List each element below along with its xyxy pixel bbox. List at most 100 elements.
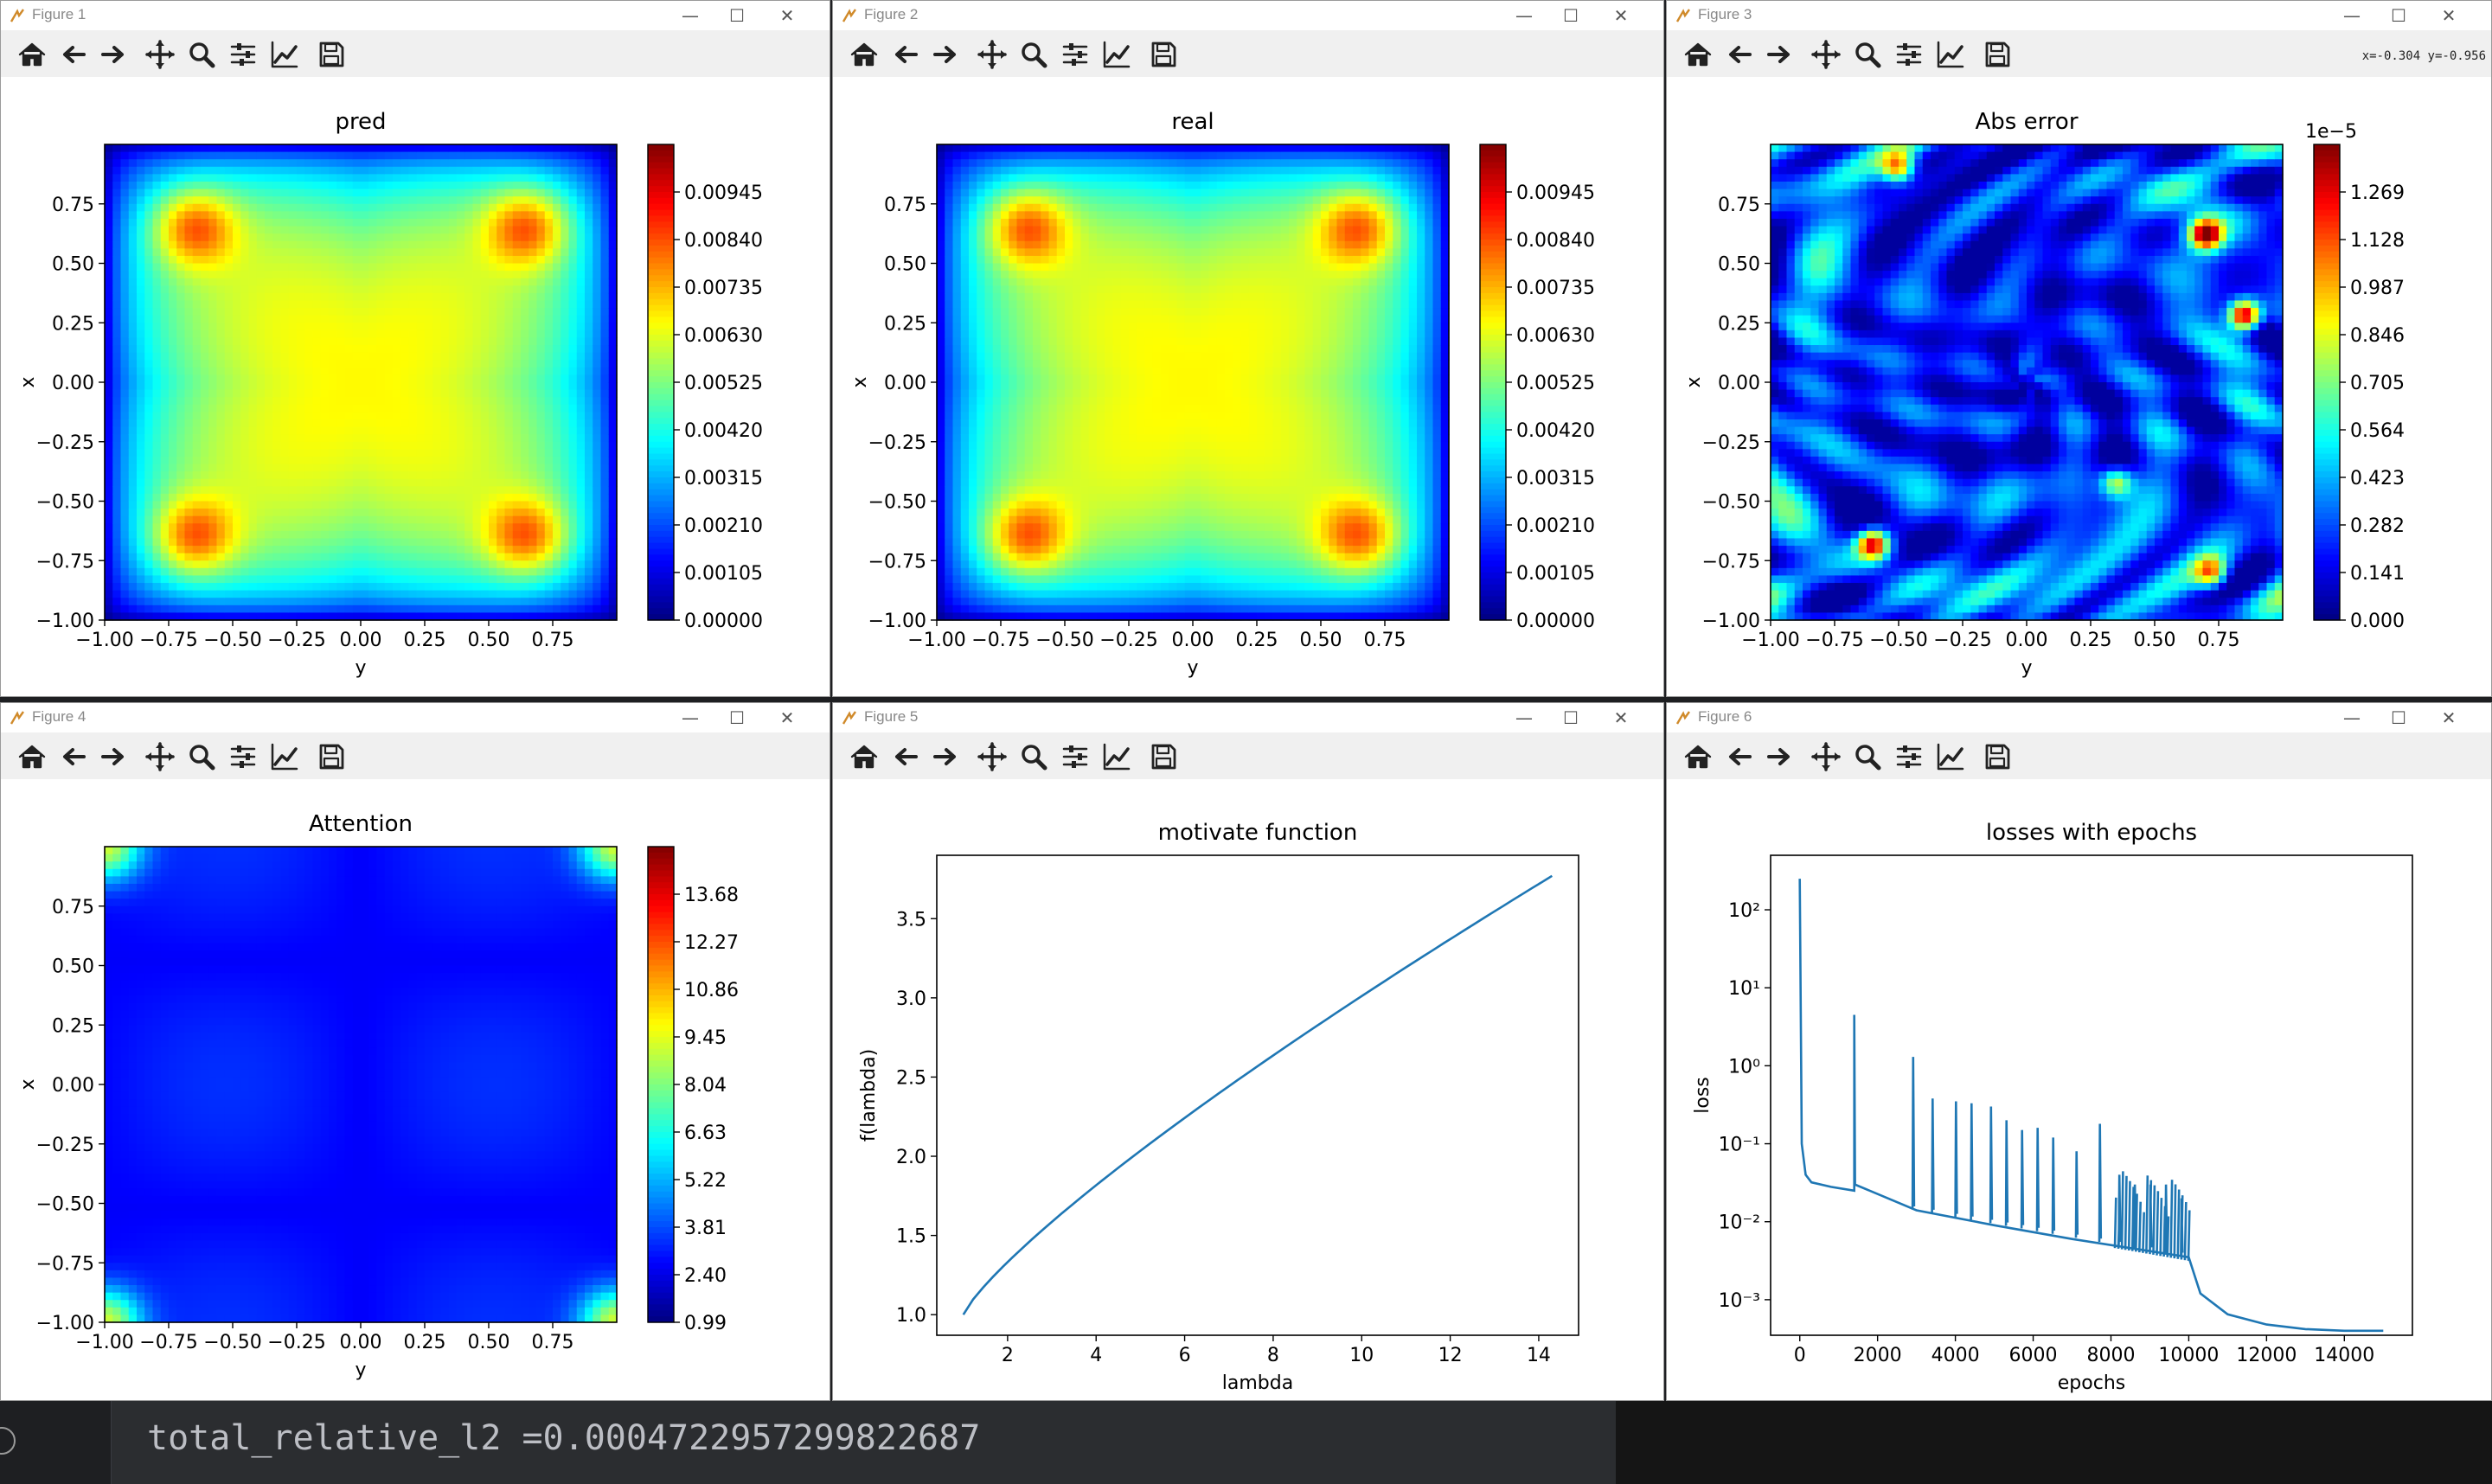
configure-subplots-icon[interactable] [1060, 741, 1091, 772]
maximize-button[interactable]: ☐ [1563, 5, 1579, 26]
close-button[interactable]: ✕ [1613, 5, 1629, 26]
edit-axis-icon[interactable] [1101, 741, 1132, 772]
minimize-button[interactable]: — [2343, 5, 2361, 26]
save-icon[interactable] [1148, 39, 1179, 70]
figure-canvas[interactable]: losses with epochs 0 2000 4000 6000 8000 10000… [1667, 779, 2491, 1400]
home-icon[interactable] [1682, 39, 1714, 70]
heatmap-image [105, 847, 618, 1323]
colorbar [648, 144, 674, 621]
window-title: Figure 3 [1698, 6, 1752, 22]
back-arrow-icon[interactable] [890, 39, 921, 70]
heatmap-image [105, 144, 618, 621]
x-tick-label: 14000 [2314, 1345, 2374, 1366]
edit-axis-icon[interactable] [269, 39, 300, 70]
back-arrow-icon[interactable] [890, 741, 921, 772]
home-icon[interactable] [849, 741, 880, 772]
window-title: Figure 1 [32, 6, 86, 22]
minimize-button[interactable]: — [2343, 707, 2361, 728]
home-icon[interactable] [849, 39, 880, 70]
configure-subplots-icon[interactable] [227, 741, 259, 772]
close-button[interactable]: ✕ [2441, 5, 2457, 26]
pan-icon[interactable] [1810, 741, 1842, 772]
window-titlebar[interactable]: Figure 4 — ☐ ✕ [1, 703, 830, 732]
save-icon[interactable] [316, 39, 347, 70]
save-icon[interactable] [1982, 741, 2013, 772]
configure-subplots-icon[interactable] [1893, 741, 1925, 772]
figure-canvas[interactable]: Attention −1.00 −0.75 −0.50 −0.25 0.00 0.25 0.5… [1, 779, 830, 1400]
close-button[interactable]: ✕ [779, 5, 795, 26]
edit-axis-icon[interactable] [269, 741, 300, 772]
minimize-button[interactable]: — [1515, 5, 1533, 26]
pan-icon[interactable] [1810, 39, 1842, 70]
minimize-button[interactable]: — [682, 5, 699, 26]
maximize-button[interactable]: ☐ [2391, 5, 2406, 26]
save-icon[interactable] [1982, 39, 2013, 70]
close-button[interactable]: ✕ [779, 707, 795, 728]
y-tick-label: 3.0 [896, 988, 926, 1010]
colorbar-tick-label: 0.423 [2350, 468, 2405, 489]
y-tick-label: 0.50 [884, 254, 926, 276]
maximize-button[interactable]: ☐ [2391, 707, 2406, 728]
cursor-coordinate-readout: x=-0.304 y=-0.956 [2361, 49, 2486, 63]
close-button[interactable]: ✕ [1613, 707, 1629, 728]
home-icon[interactable] [1682, 741, 1714, 772]
zoom-icon[interactable] [186, 39, 217, 70]
maximize-button[interactable]: ☐ [729, 707, 745, 728]
edit-axis-icon[interactable] [1935, 741, 1966, 772]
figure-canvas[interactable]: pred −1.00 −0.75 −0.50 −0.25 0.00 0.25 0.50 0.75… [1, 77, 830, 696]
run-marker-icon[interactable] [0, 1427, 16, 1455]
back-arrow-icon[interactable] [1724, 741, 1755, 772]
figure-1-window[interactable]: Figure 1 — ☐ ✕ pred −1.00 −0.75 −0.50 −0.25 0.00 0… [0, 0, 830, 697]
forward-arrow-icon[interactable] [1764, 741, 1795, 772]
y-tick-label: 10⁻² [1719, 1212, 1760, 1234]
window-titlebar[interactable]: Figure 6 — ☐ ✕ [1667, 703, 2491, 732]
y-tick-label: 0.50 [52, 254, 94, 276]
back-arrow-icon[interactable] [58, 741, 89, 772]
figure-2-window[interactable]: Figure 2— ☐ ✕ real −1.00 −0.75 −0.50 −0.25 0.00 0… [832, 0, 1664, 697]
minimize-button[interactable]: — [1515, 707, 1533, 728]
zoom-icon[interactable] [1852, 39, 1883, 70]
edit-axis-icon[interactable] [1935, 39, 1966, 70]
back-arrow-icon[interactable] [58, 39, 89, 70]
figure-6-window[interactable]: Figure 6 — ☐ ✕ losses with epochs 0 2000 4000 60… [1666, 702, 2492, 1401]
figure-4-window[interactable]: Figure 4 — ☐ ✕ Attention −1.00 −0.75 −0.50 −0.25… [0, 702, 830, 1401]
navigation-toolbar: x=-0.304 y=-0.956 [1667, 30, 2491, 78]
window-titlebar[interactable]: Figure 5 — ☐ ✕ [833, 703, 1663, 732]
zoom-icon[interactable] [1018, 39, 1049, 70]
forward-arrow-icon[interactable] [98, 741, 129, 772]
home-icon[interactable] [16, 741, 48, 772]
configure-subplots-icon[interactable] [1893, 39, 1925, 70]
maximize-button[interactable]: ☐ [729, 5, 745, 26]
pan-icon[interactable] [144, 741, 176, 772]
pan-icon[interactable] [144, 39, 176, 70]
y-tick-label: 1.5 [896, 1226, 926, 1248]
forward-arrow-icon[interactable] [98, 39, 129, 70]
close-button[interactable]: ✕ [2441, 707, 2457, 728]
minimize-button[interactable]: — [682, 707, 699, 728]
save-icon[interactable] [1148, 741, 1179, 772]
forward-arrow-icon[interactable] [930, 39, 961, 70]
window-titlebar[interactable]: Figure 3 — ☐ ✕ [1667, 1, 2491, 30]
pan-icon[interactable] [977, 39, 1008, 70]
figure-canvas[interactable]: motivate function 2 4 6 8 10 12 14 1.0 1.5 2.0 2.5 3… [833, 779, 1663, 1400]
configure-subplots-icon[interactable] [227, 39, 259, 70]
window-titlebar[interactable]: Figure 1 — ☐ ✕ [1, 1, 830, 30]
forward-arrow-icon[interactable] [1764, 39, 1795, 70]
pan-icon[interactable] [977, 741, 1008, 772]
zoom-icon[interactable] [1852, 741, 1883, 772]
edit-axis-icon[interactable] [1101, 39, 1132, 70]
back-arrow-icon[interactable] [1724, 39, 1755, 70]
window-titlebar[interactable]: Figure 2 — ☐ ✕ [833, 1, 1663, 30]
save-icon[interactable] [316, 741, 347, 772]
figure-5-window[interactable]: Figure 5 — ☐ ✕ motivate function 2 4 6 8 10 12 14 1.… [832, 702, 1664, 1401]
figure-3-window[interactable]: Figure 3 — ☐ ✕ x=-0.304 y=-0.956 Abs error −1.… [1666, 0, 2492, 697]
forward-arrow-icon[interactable] [930, 741, 961, 772]
figure-canvas[interactable]: Abs error −1.00 −0.75 −0.50 −0.25 0.00 0.25 0.5… [1667, 77, 2491, 696]
configure-subplots-icon[interactable] [1060, 39, 1091, 70]
maximize-button[interactable]: ☐ [1563, 707, 1579, 728]
figure-canvas[interactable]: real −1.00 −0.75 −0.50 −0.25 0.00 0.25 0.50 0.75… [833, 77, 1663, 696]
zoom-icon[interactable] [186, 741, 217, 772]
colorbar-tick-label: 0.00525 [1516, 373, 1595, 394]
home-icon[interactable] [16, 39, 48, 70]
zoom-icon[interactable] [1018, 741, 1049, 772]
